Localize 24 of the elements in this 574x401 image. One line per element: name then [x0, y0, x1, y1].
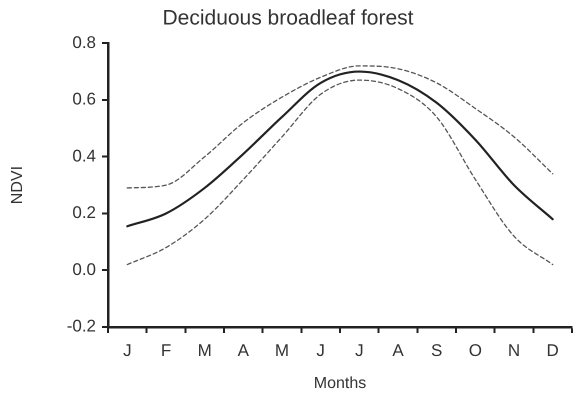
chart-title: Deciduous broadleaf forest — [162, 6, 414, 30]
y-tick-label: 0.0 — [72, 260, 96, 279]
y-axis-title: NDVI — [9, 166, 26, 204]
x-tick-label: J — [123, 340, 132, 360]
y-tick-label: 0.4 — [72, 146, 96, 166]
x-tick-label: J — [355, 340, 364, 360]
x-axis-title: Months — [314, 374, 366, 392]
x-tick-label: N — [508, 340, 520, 360]
x-tick-label: S — [430, 340, 442, 360]
y-tick-label: -0.2 — [66, 316, 96, 336]
line-series — [126, 70, 554, 228]
x-tick-label: D — [546, 340, 559, 360]
x-tick-label: A — [238, 340, 250, 360]
x-tick-label: F — [160, 340, 172, 360]
x-tick-label: J — [316, 340, 325, 360]
y-tick-label: 0.2 — [72, 203, 96, 222]
x-tick-label: A — [392, 340, 404, 360]
line-series — [126, 65, 554, 189]
x-tick-label: O — [468, 340, 482, 360]
x-tick-label: M — [198, 340, 212, 360]
line-series — [126, 79, 554, 266]
x-tick-label: M — [274, 340, 290, 360]
y-tick-label: 0.6 — [72, 90, 96, 109]
y-tick-label: 0.8 — [72, 32, 96, 52]
